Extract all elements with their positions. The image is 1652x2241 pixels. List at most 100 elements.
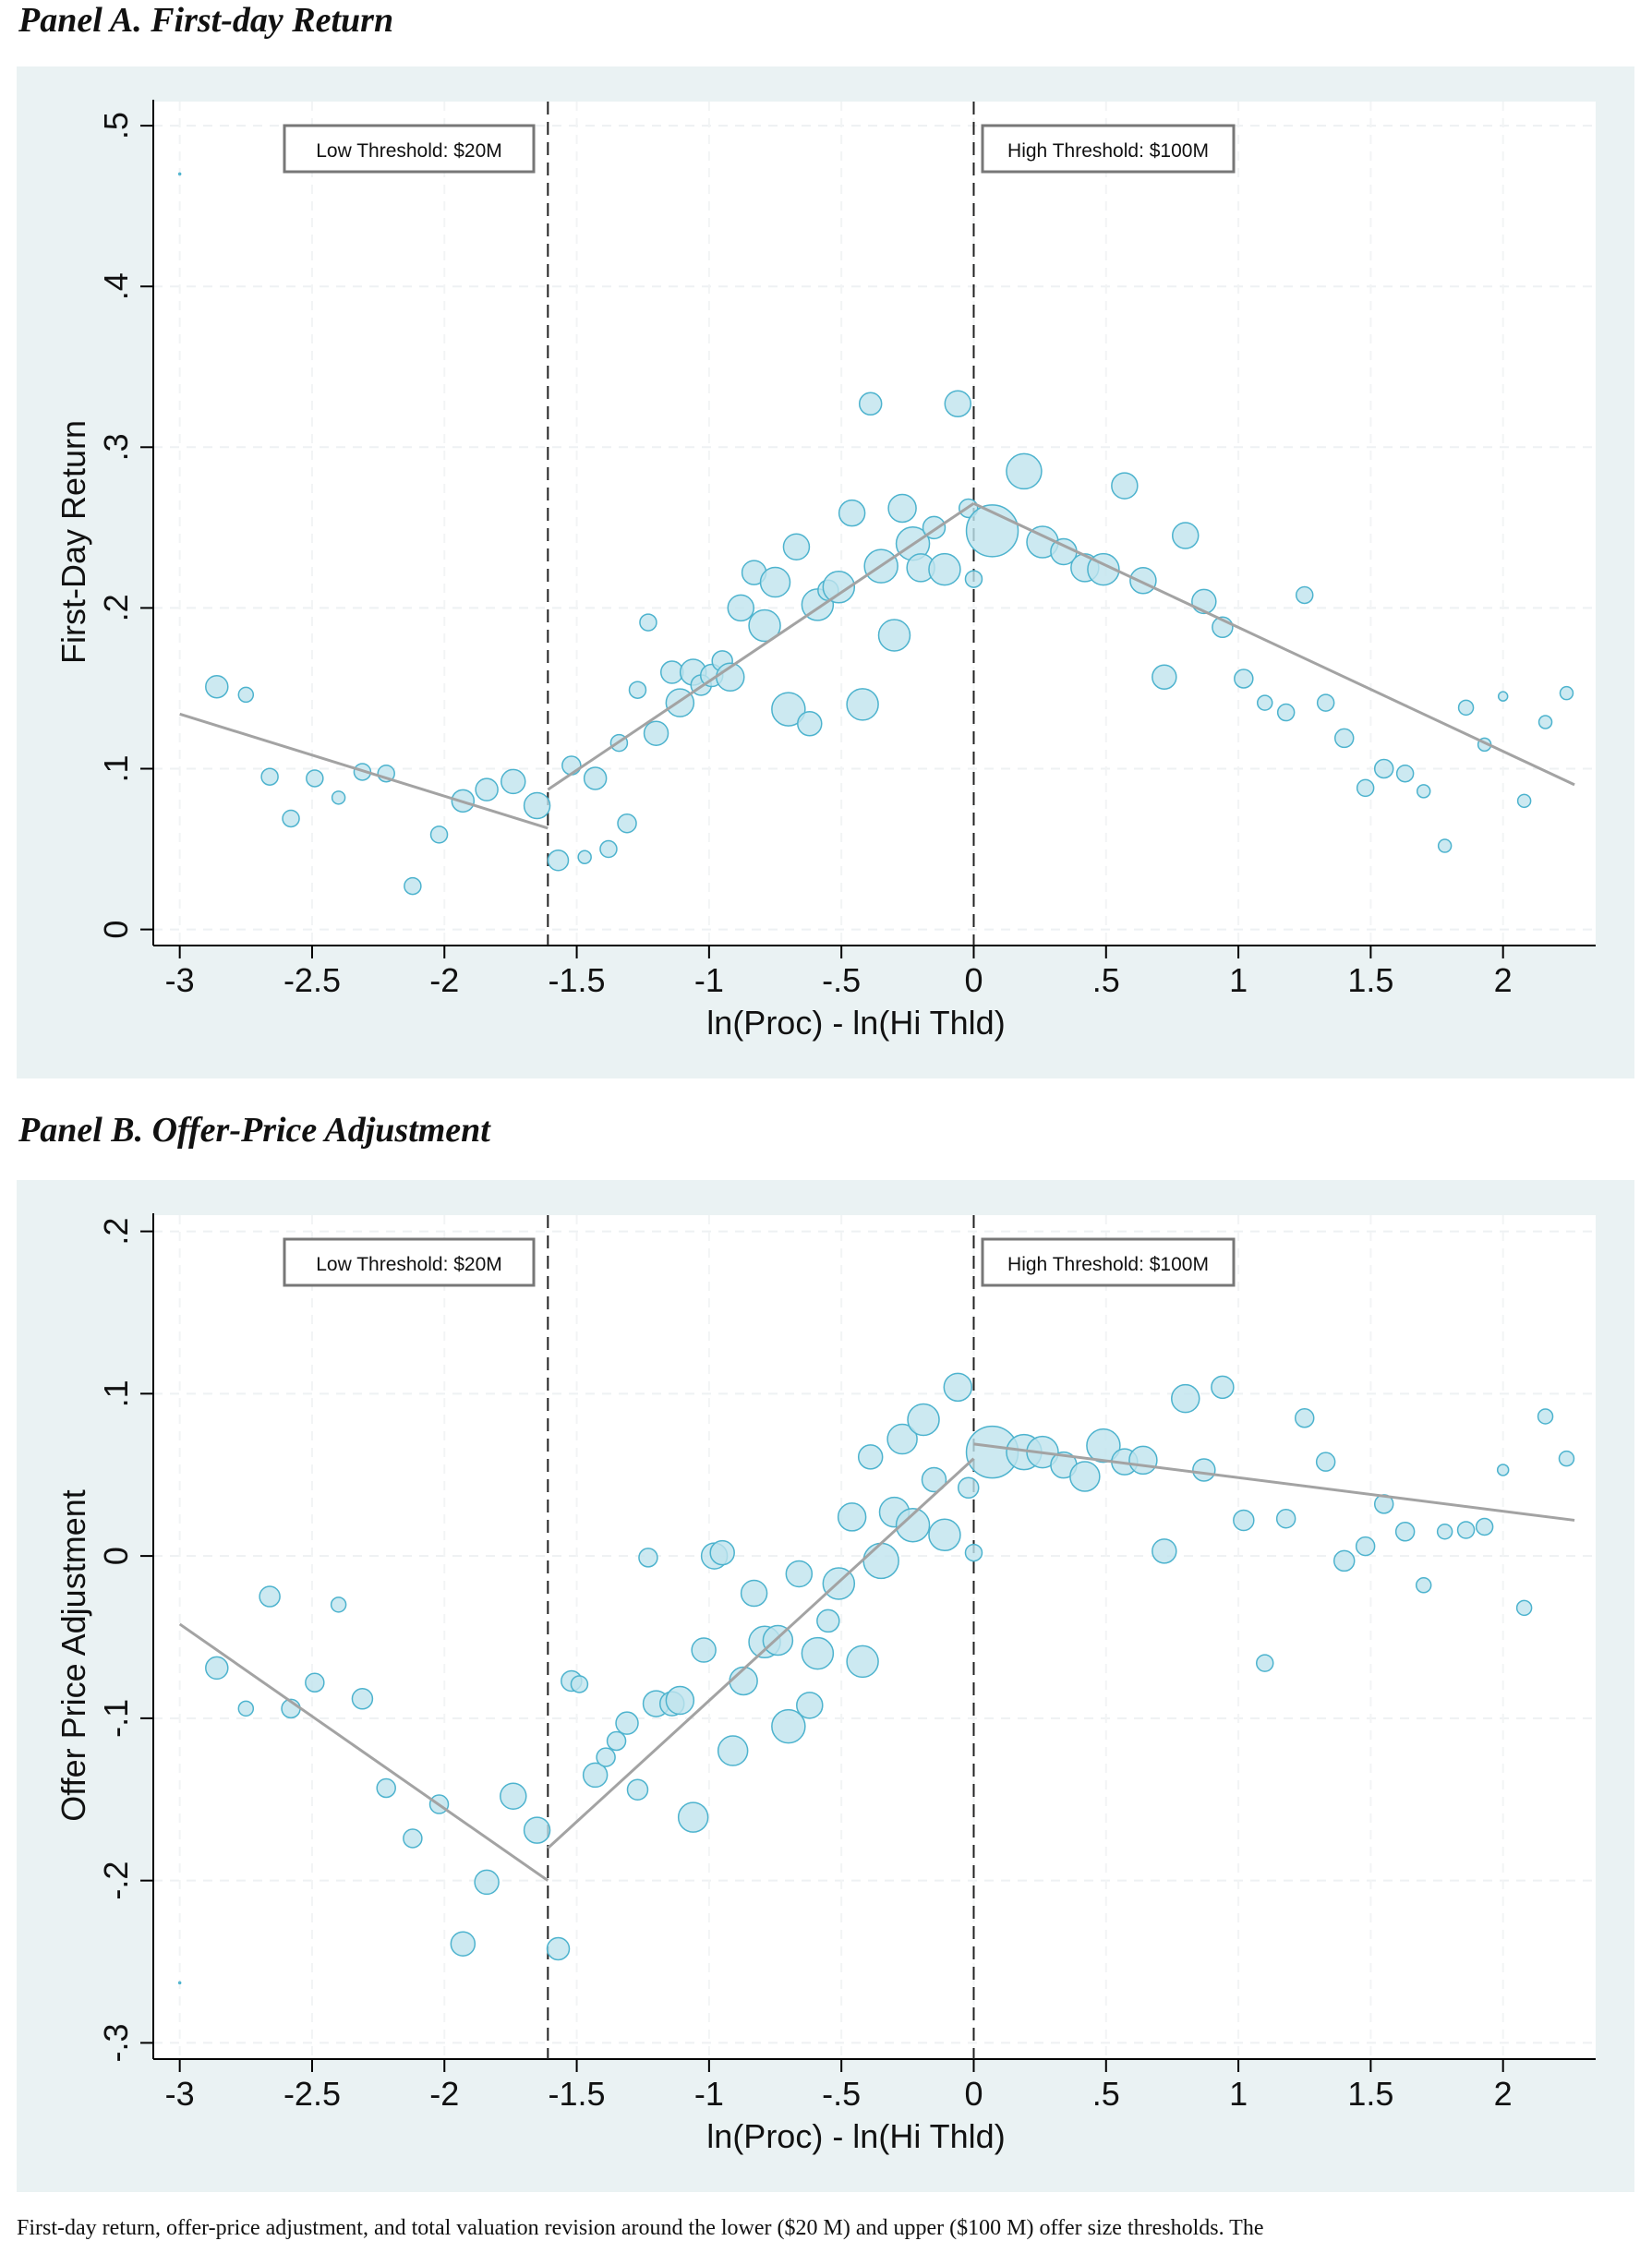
data-point: [771, 692, 806, 727]
data-point: [771, 1708, 806, 1744]
y-tick-label: .4: [97, 272, 135, 300]
data-point: [1128, 1445, 1158, 1476]
data-point: [677, 1801, 709, 1833]
data-point: [1456, 1521, 1476, 1539]
data-point: [403, 1828, 423, 1849]
data-point: [1355, 1536, 1376, 1557]
y-tick-label: .3: [97, 433, 135, 461]
data-point: [1192, 1458, 1216, 1482]
data-point: [205, 674, 229, 699]
data-point: [1558, 1450, 1575, 1467]
low-threshold-box: [283, 124, 536, 174]
data-point: [523, 791, 551, 820]
data-point: [1559, 685, 1574, 701]
offer-price-adjustment-chart: -3 -2.5 -2 -1.5 -1 -.5 0 .5 1 1.5 2 -.3 -.2 -.1 0 .1 .2 l…: [54, 1213, 1596, 2155]
x-tick-label: 1: [1229, 961, 1248, 999]
data-point: [887, 493, 917, 524]
data-point: [877, 619, 911, 652]
data-point: [1233, 1509, 1255, 1532]
data-point: [1415, 1577, 1432, 1594]
data-point: [1537, 715, 1553, 729]
x-tick-label: 1.5: [1347, 2075, 1393, 2113]
x-tick-label: -2: [429, 2075, 459, 2113]
data-point: [928, 552, 961, 586]
fit-line: [973, 1442, 1575, 1522]
data-point: [1416, 784, 1431, 799]
fit-line: [178, 1622, 549, 1882]
data-point: [838, 499, 866, 527]
data-point: [306, 769, 324, 788]
y-tick-label: 0: [97, 1547, 135, 1565]
data-point: [617, 813, 637, 834]
y-tick-label: -.2: [97, 1861, 135, 1900]
data-point: [1394, 1522, 1416, 1542]
x-tick-label: -3: [165, 2075, 195, 2113]
y-tick-label: .1: [97, 1380, 135, 1407]
data-point: [1316, 693, 1335, 712]
data-point: [1152, 664, 1177, 691]
high-threshold-label: High Threshold: $100M: [1007, 140, 1209, 162]
data-point: [665, 1685, 695, 1716]
data-point: [727, 594, 755, 622]
x-axis-title: ln(Proc) - ln(Hi Thld): [706, 2117, 1005, 2155]
data-point: [762, 1624, 794, 1657]
data-point: [1333, 728, 1355, 749]
plot-area: [153, 1215, 1596, 2059]
high-threshold-box: [981, 124, 1236, 174]
data-point: [957, 1476, 980, 1500]
data-point: [862, 1542, 899, 1580]
data-point: [944, 390, 972, 418]
data-point: [282, 809, 300, 828]
data-point: [500, 1782, 527, 1811]
x-tick-label: 1: [1229, 2075, 1248, 2113]
data-point: [1234, 669, 1254, 689]
data-point: [305, 1672, 325, 1693]
data-point: [474, 1869, 500, 1896]
high-threshold-label: High Threshold: $100M: [1007, 1254, 1209, 1275]
x-tick-label: -1.5: [549, 2075, 606, 2113]
y-axis-title: First-Day Return: [54, 420, 92, 664]
data-point: [1437, 838, 1453, 853]
data-point: [638, 1548, 658, 1568]
x-tick-label: -2.5: [283, 961, 341, 999]
data-point: [858, 392, 883, 416]
data-point: [205, 1656, 229, 1681]
data-point: [628, 681, 647, 699]
panel-a-title: Panel A. First-day Return: [18, 1, 394, 40]
x-tick-label: -2.5: [283, 2075, 341, 2113]
data-point: [583, 766, 608, 790]
data-point: [785, 1560, 814, 1588]
data-point: [237, 686, 255, 704]
y-tick-label: .5: [97, 112, 135, 139]
data-point: [500, 768, 526, 795]
x-tick-label: 2: [1494, 2075, 1513, 2113]
data-point: [886, 1423, 918, 1455]
data-point: [846, 688, 879, 721]
y-tick-label: .2: [97, 1218, 135, 1246]
data-point: [1294, 1407, 1315, 1428]
low-threshold-label: Low Threshold: $20M: [316, 140, 502, 162]
data-point: [177, 1981, 182, 1985]
data-point: [837, 1502, 867, 1532]
data-point: [450, 1931, 476, 1957]
data-point: [1475, 1517, 1494, 1536]
data-point: [260, 767, 279, 786]
data-point: [547, 849, 570, 872]
data-point: [717, 1735, 749, 1766]
data-point: [782, 533, 811, 560]
data-point: [376, 1777, 396, 1799]
data-point: [330, 1596, 347, 1613]
data-point: [1395, 764, 1415, 783]
data-point: [1276, 703, 1296, 722]
data-point: [729, 1666, 758, 1696]
data-point: [801, 1636, 835, 1670]
data-point: [1152, 1538, 1177, 1564]
data-point: [943, 1372, 973, 1403]
data-point: [606, 1730, 627, 1752]
data-point: [523, 1816, 551, 1844]
data-point: [1457, 699, 1475, 717]
data-point: [561, 755, 582, 776]
low-threshold-label: Low Threshold: $20M: [316, 1254, 502, 1275]
data-point: [895, 1507, 931, 1543]
x-tick-label: 1.5: [1347, 961, 1393, 999]
